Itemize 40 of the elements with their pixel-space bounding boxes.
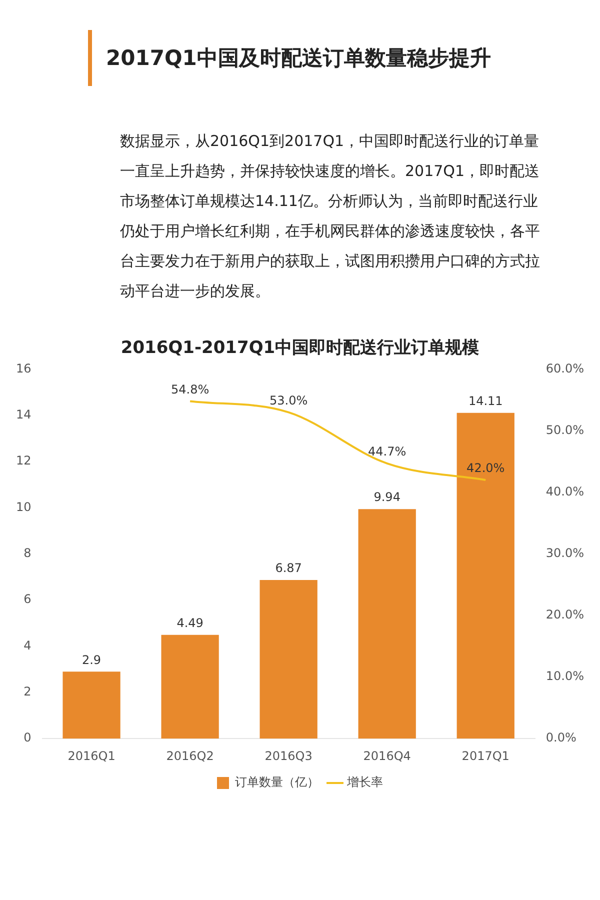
data-label: 42.0% — [466, 461, 505, 476]
y-tick-label: 0 — [24, 730, 32, 745]
y2-tick-label: 20.0% — [546, 608, 584, 622]
y-tick-label: 14 — [16, 408, 32, 422]
text: 数据显示，从2016Q1到2017Q1，中国即时配送行业的订单量一直呈上升趋势，并保持较快速度的增长。2017Q1，即时配送市场整体订单规模达14.11亿。分析师认为，当前即时配送行业仍处于用户增长红利期，在手机网民群体的渗透速度较快，各平台主要发力在于新用户的获取上，试图用积攒用户口碑的方式拉动平台进一步的发展。 — [120, 131, 541, 302]
x-tick-label: 2016Q2 — [166, 748, 214, 763]
bar — [62, 672, 120, 739]
y2-tick-label: 50.0% — [546, 422, 584, 437]
y2-tick-label: 0.0% — [546, 730, 576, 745]
data-label: 14.11 — [468, 394, 503, 408]
y-tick-label: 16 — [16, 361, 32, 376]
bar — [161, 634, 219, 739]
y2-tick-label: 40.0% — [546, 484, 584, 498]
data-label: 4.49 — [176, 616, 204, 630]
x-tick-label: 2017Q1 — [462, 748, 510, 763]
bar — [456, 412, 514, 739]
y2-tick-label: 30.0% — [546, 546, 584, 560]
y-tick-label: 10 — [16, 500, 32, 514]
y-tick-label: 12 — [16, 454, 32, 468]
y-tick-label: 6 — [24, 592, 32, 606]
data-label: 6.87 — [275, 561, 302, 576]
data-label: 54.8% — [170, 382, 210, 396]
legend-label: 增长率 — [346, 775, 383, 790]
data-label: 9.94 — [374, 490, 400, 504]
bar — [260, 580, 318, 739]
y2-tick-label: 60.0% — [546, 361, 584, 376]
data-label: 53.0% — [270, 393, 308, 408]
data-label: 44.7% — [368, 444, 406, 459]
y-tick-label: 4 — [24, 638, 32, 652]
chart-subtitle: 2016Q1-2017Q1中国即时配送行业订单规模 — [120, 337, 480, 359]
y2-tick-label: 10.0% — [546, 669, 584, 684]
x-tick-label: 2016Q4 — [363, 748, 411, 763]
y-tick-label: 8 — [24, 546, 32, 560]
chart-title: 2017Q1中国及时配送订单数量稳步提升 — [106, 45, 491, 72]
bar — [358, 509, 416, 739]
y-tick-label: 2 — [24, 684, 32, 699]
x-tick-label: 2016Q3 — [264, 748, 312, 763]
legend-label: 订单数量（亿） — [235, 775, 319, 790]
data-label: 2.9 — [82, 652, 102, 667]
x-tick-label: 2016Q1 — [68, 748, 116, 763]
